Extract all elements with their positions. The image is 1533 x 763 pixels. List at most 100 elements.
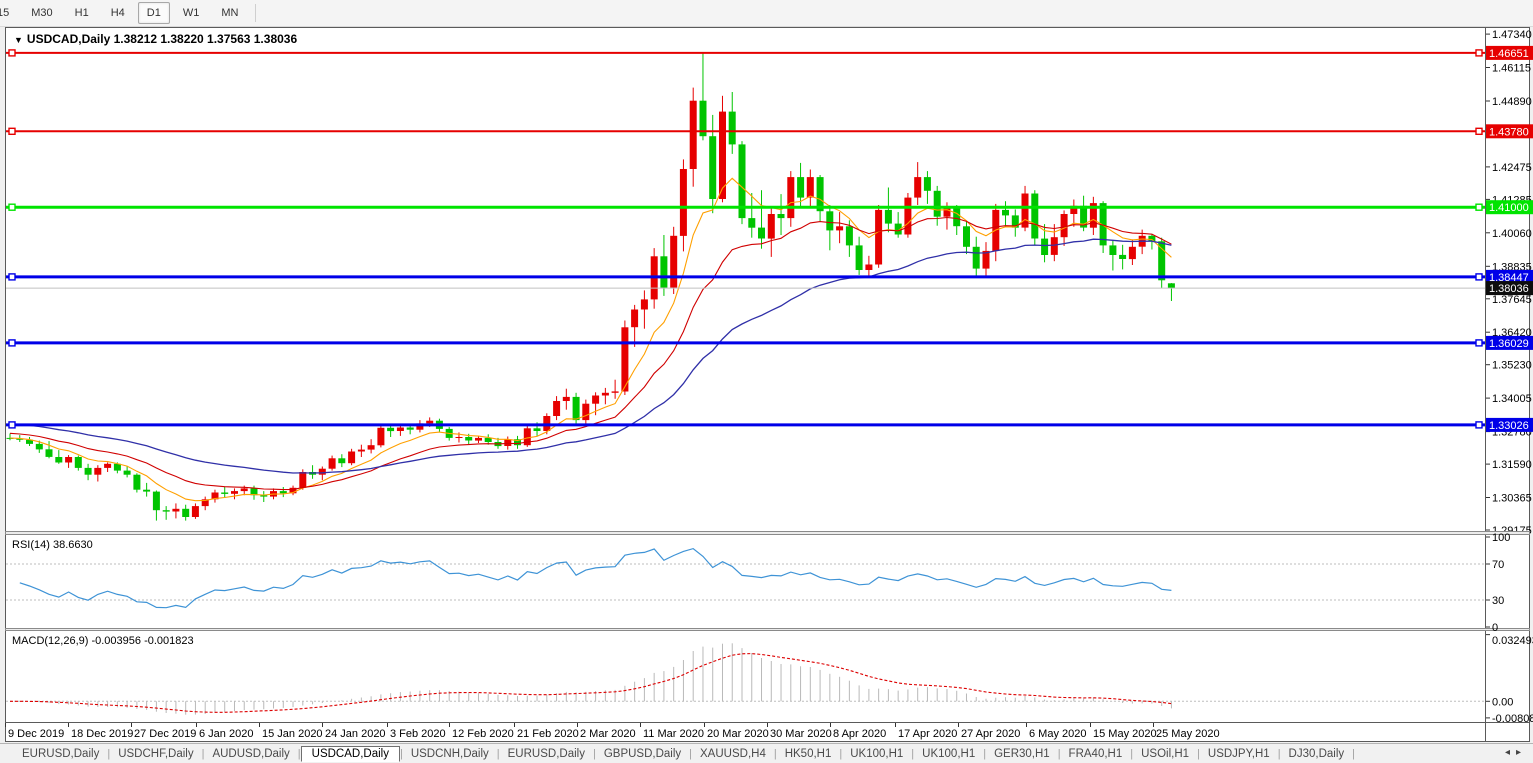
line-handle[interactable] bbox=[1475, 421, 1483, 429]
candle-body bbox=[582, 403, 590, 421]
candle-body bbox=[367, 445, 375, 450]
candle-body bbox=[758, 227, 765, 239]
date-tick-label: 8 Apr 2020 bbox=[833, 728, 886, 740]
timeframe-m30[interactable]: M30 bbox=[31, 7, 53, 19]
date-tick-label: 25 May 2020 bbox=[1156, 728, 1220, 740]
candle-body bbox=[728, 111, 736, 145]
candle-body bbox=[865, 264, 873, 270]
line-handle[interactable] bbox=[1475, 203, 1483, 211]
price-badge-label: 1.38447 bbox=[1489, 272, 1529, 284]
tab-separator: | bbox=[1352, 748, 1356, 760]
candle-series bbox=[6, 52, 1175, 521]
line-handle[interactable] bbox=[1475, 127, 1483, 136]
candle-body bbox=[338, 458, 346, 464]
tab-scroll-left-icon[interactable]: ◂ bbox=[1504, 747, 1516, 758]
price-badge bbox=[1486, 335, 1533, 350]
tab-scroll-right-icon[interactable]: ▸ bbox=[1515, 747, 1527, 758]
price-level-line[interactable] bbox=[6, 127, 1485, 136]
date-tick-label: 27 Dec 2019 bbox=[134, 728, 196, 740]
candle-body bbox=[104, 463, 112, 468]
tab-eurusd-daily[interactable]: EURUSD,Daily bbox=[22, 748, 100, 760]
macd-tick-label: 0.032493 bbox=[1492, 635, 1533, 647]
price-level-line[interactable] bbox=[6, 421, 1485, 429]
macd-tick-label: -0.008086 bbox=[1492, 713, 1533, 725]
line-handle[interactable] bbox=[1475, 339, 1483, 347]
price-level-line[interactable] bbox=[6, 273, 1485, 281]
candle-body bbox=[933, 190, 941, 217]
line-handle[interactable] bbox=[1475, 273, 1483, 281]
line-handle[interactable] bbox=[8, 203, 16, 211]
tab-xauusd-h4[interactable]: XAUUSD,H4 bbox=[700, 748, 766, 760]
candle-body bbox=[631, 309, 639, 328]
timeframe-h4[interactable]: H4 bbox=[110, 7, 125, 19]
line-handle[interactable] bbox=[8, 49, 16, 57]
candle-body bbox=[348, 451, 356, 464]
candle-body bbox=[562, 396, 570, 401]
pane-divider[interactable] bbox=[5, 628, 1530, 631]
date-tick-label: 9 Dec 2019 bbox=[8, 728, 64, 740]
rsi-tick-label: 0 bbox=[1492, 622, 1498, 634]
rsi-tick-label: 70 bbox=[1492, 559, 1504, 571]
candle-body bbox=[1109, 245, 1117, 255]
timeframe-d1[interactable]: D1 bbox=[137, 2, 170, 24]
tab-usdchf-daily[interactable]: USDCHF,Daily bbox=[118, 748, 194, 760]
candle-body bbox=[1060, 214, 1068, 238]
price-level-line[interactable] bbox=[6, 339, 1485, 347]
tab-uk100-h1[interactable]: UK100,H1 bbox=[922, 748, 976, 760]
date-tick-label: 20 Mar 2020 bbox=[707, 728, 769, 740]
price-level-line[interactable] bbox=[6, 203, 1485, 211]
symbol-dropdown-icon[interactable]: ▼ bbox=[14, 35, 23, 45]
timeframe-mn[interactable]: MN bbox=[221, 7, 239, 19]
tab-gbpusd-daily[interactable]: GBPUSD,Daily bbox=[603, 748, 682, 760]
tab-ger30-h1[interactable]: GER30,H1 bbox=[994, 748, 1050, 760]
candle-body bbox=[396, 427, 404, 431]
candle-body bbox=[894, 223, 902, 235]
tab-usdjpy-h1[interactable]: USDJPY,H1 bbox=[1207, 748, 1270, 760]
pane-divider[interactable] bbox=[5, 531, 1530, 535]
price-badge bbox=[1486, 269, 1533, 284]
candle-body bbox=[357, 449, 365, 452]
candle-body bbox=[904, 197, 912, 235]
line-handle[interactable] bbox=[8, 339, 16, 347]
candle-body bbox=[553, 401, 561, 416]
candle-body bbox=[1021, 193, 1029, 228]
candle-body bbox=[191, 506, 199, 517]
tab-hk50-h1[interactable]: HK50,H1 bbox=[784, 748, 832, 760]
tab-eurusd-daily[interactable]: EURUSD,Daily bbox=[507, 748, 585, 760]
tab-usoil-h1[interactable]: USOil,H1 bbox=[1141, 748, 1190, 760]
tab-usdcnh-daily[interactable]: USDCNH,Daily bbox=[410, 748, 489, 760]
timeframe-15[interactable]: 15 bbox=[0, 7, 10, 19]
date-tick-label: 3 Feb 2020 bbox=[390, 728, 446, 740]
timeframe-w1[interactable]: W1 bbox=[182, 7, 200, 19]
line-handle[interactable] bbox=[8, 127, 16, 136]
candle-body bbox=[787, 177, 795, 219]
price-level-line[interactable] bbox=[6, 49, 1485, 57]
candle-body bbox=[231, 491, 238, 494]
price-badge bbox=[1486, 200, 1533, 215]
line-handle[interactable] bbox=[1475, 49, 1483, 57]
candle-body bbox=[240, 488, 248, 492]
candle-body bbox=[738, 144, 746, 219]
candle-body bbox=[982, 250, 990, 269]
candle-body bbox=[943, 208, 951, 217]
line-handle[interactable] bbox=[8, 421, 16, 429]
tab-scroll-arrows: ◂▸ bbox=[1505, 747, 1527, 758]
tab-fra40-h1[interactable]: FRA40,H1 bbox=[1068, 748, 1123, 760]
candle-body bbox=[592, 395, 600, 404]
price-tick-label: 1.34005 bbox=[1492, 393, 1532, 405]
timeframe-h1[interactable]: H1 bbox=[74, 7, 89, 19]
line-handle[interactable] bbox=[8, 273, 16, 281]
tab-audusd-daily[interactable]: AUDUSD,Daily bbox=[212, 748, 290, 760]
candle-body bbox=[387, 427, 395, 432]
candle-body bbox=[1011, 215, 1019, 228]
date-tick-label: 17 Apr 2020 bbox=[898, 728, 957, 740]
tab-usdcad-daily[interactable]: USDCAD,Daily bbox=[300, 745, 400, 762]
candle-body bbox=[709, 136, 717, 199]
date-tick-label: 18 Dec 2019 bbox=[71, 728, 133, 740]
candle-body bbox=[113, 463, 121, 471]
tab-uk100-h1[interactable]: UK100,H1 bbox=[850, 748, 904, 760]
candle-body bbox=[884, 209, 892, 224]
tab-separator: | bbox=[107, 748, 111, 760]
tab-dj30-daily[interactable]: DJ30,Daily bbox=[1288, 748, 1345, 760]
